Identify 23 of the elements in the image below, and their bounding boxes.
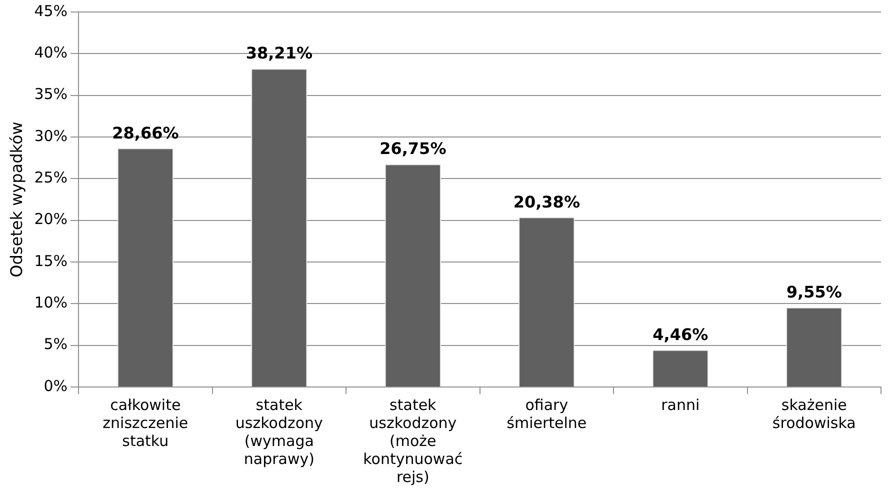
data-label: 20,38%	[513, 192, 580, 212]
y-tick-label: 15%	[34, 252, 68, 270]
y-axis-title: Odsetek wypadków	[6, 122, 26, 278]
data-label: 4,46%	[652, 324, 708, 344]
x-tick-label: skażenie środowiska	[772, 396, 856, 432]
data-label: 38,21%	[246, 44, 312, 63]
x-tick-label: statek uszkodzony (wymaga naprawy)	[235, 396, 324, 468]
x-tick-label: ranni	[661, 396, 700, 414]
data-label: 9,55%	[786, 282, 842, 302]
x-tick-label: statek uszkodzony (może kontynuować rejs)	[363, 396, 463, 486]
y-tick-label: 5%	[44, 335, 68, 354]
y-tick-label: 45%	[34, 2, 68, 20]
y-tick-label: 0%	[44, 376, 68, 395]
y-tick-label: 30%	[34, 126, 68, 145]
y-tick-label: 25%	[34, 168, 68, 187]
y-tick-label: 35%	[34, 85, 68, 104]
x-tick-label: ofiary śmiertelne	[506, 396, 587, 432]
data-label: 26,75%	[380, 139, 446, 158]
y-tick-label: 40%	[34, 44, 68, 62]
data-label: 28,66%	[112, 123, 179, 142]
y-tick-label: 20%	[34, 210, 68, 228]
y-tick-label: 10%	[34, 294, 68, 312]
x-tick-label: całkowite zniszczenie statku	[102, 396, 188, 450]
